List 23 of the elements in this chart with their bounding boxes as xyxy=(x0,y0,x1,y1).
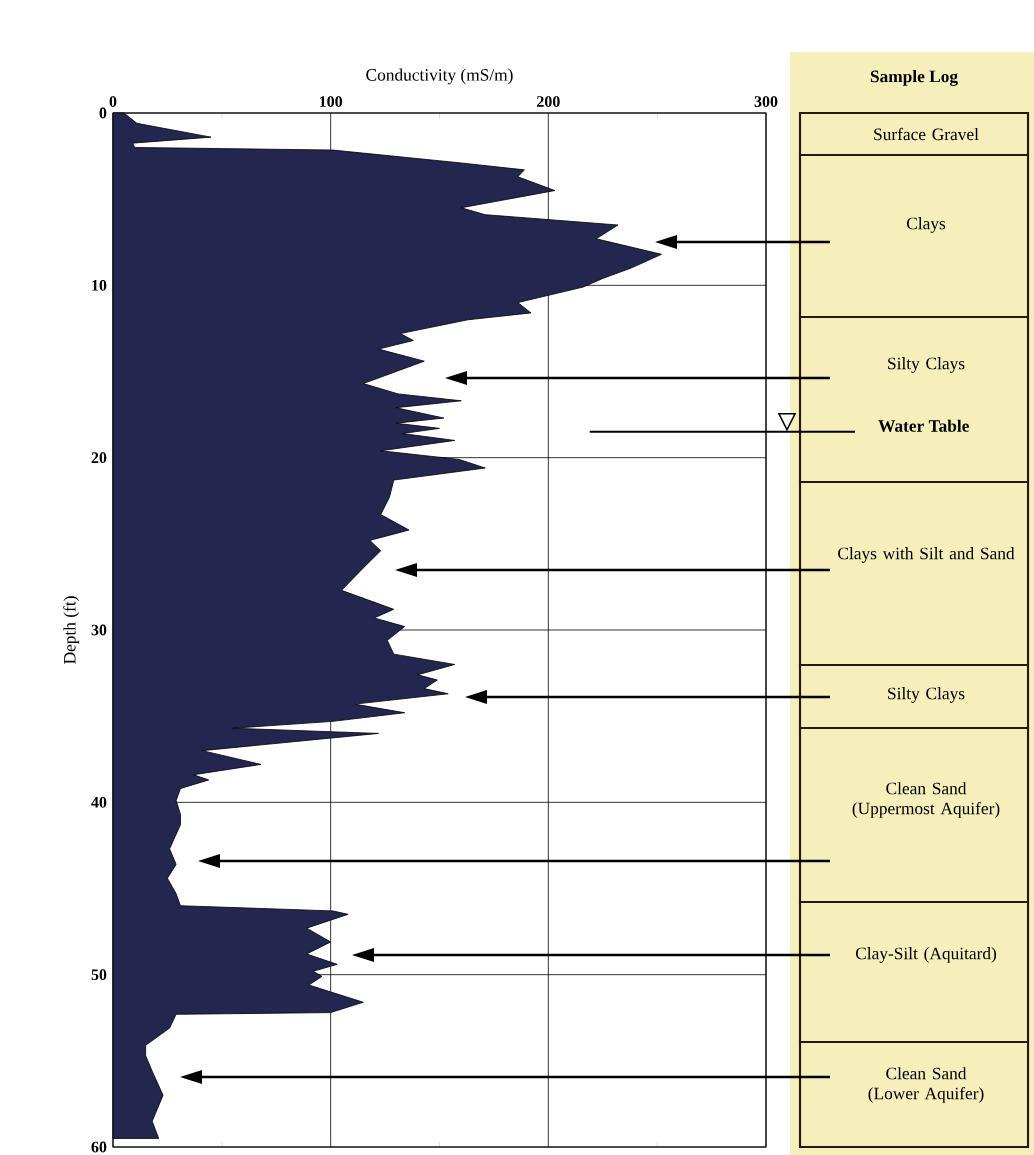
y-tick-label: 30 xyxy=(91,624,107,636)
x-tick-label: 0 xyxy=(109,96,117,107)
text: Clays with Silt and Sand xyxy=(838,547,1015,563)
y-tick-label: 50 xyxy=(91,969,107,981)
y-tick-label: 10 xyxy=(92,279,107,291)
ref-line-label: Water Table xyxy=(878,419,969,432)
text: Silty Clays xyxy=(888,357,965,373)
text: Sample Log xyxy=(870,70,958,86)
text: Surface Gravel xyxy=(874,127,979,141)
text: Clean Sand (Uppermost Aquifer) xyxy=(852,782,1000,818)
text: Clay-Silt (Aquitard) xyxy=(855,947,997,963)
text: Clean Sand (Lower Aquifer) xyxy=(868,1067,984,1103)
x-tick-label: 100 xyxy=(319,96,343,107)
text: Silty Clays xyxy=(888,687,965,703)
y-axis-title: Depth (ft) xyxy=(63,596,80,664)
text: Clays xyxy=(906,217,946,233)
x-tick-label: 200 xyxy=(537,96,560,107)
y-tick-label: 60 xyxy=(91,1141,107,1153)
y-tick-label: 40 xyxy=(91,796,107,808)
y-tick-label: 0 xyxy=(99,107,107,119)
y-tick-label: 20 xyxy=(91,452,107,464)
x-axis-title: Conductivity (mS/m) xyxy=(366,68,513,85)
x-tick-label: 300 xyxy=(754,96,778,107)
